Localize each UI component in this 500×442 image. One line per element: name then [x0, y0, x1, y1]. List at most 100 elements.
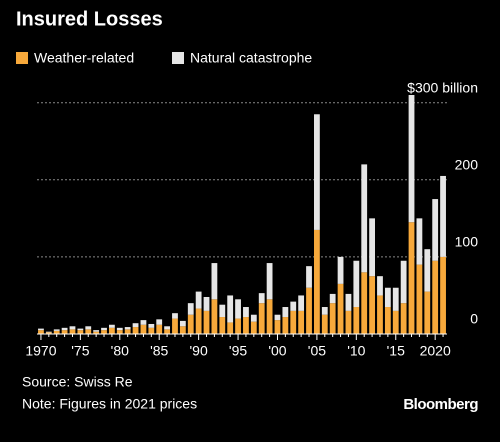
bar [61, 330, 68, 334]
bar [416, 218, 423, 265]
x-tick-label: '15 [387, 343, 405, 359]
bar [266, 263, 273, 300]
bar [227, 322, 234, 334]
bar [424, 249, 431, 292]
bar [432, 260, 439, 334]
bar [266, 299, 273, 334]
bar [408, 95, 415, 223]
bar [258, 303, 265, 334]
bar [440, 256, 446, 334]
bar [424, 291, 431, 334]
bar [243, 307, 249, 318]
bar [203, 296, 210, 311]
bar [345, 310, 352, 334]
bar [377, 295, 383, 334]
bar [392, 310, 399, 334]
bar [61, 327, 68, 331]
bar [361, 164, 368, 273]
bar [148, 323, 155, 328]
bar [132, 327, 139, 334]
bar [243, 317, 249, 334]
bar [195, 291, 202, 309]
bar [195, 308, 202, 334]
legend-label: Weather-related [34, 50, 134, 66]
bar [211, 263, 218, 300]
bar [85, 326, 92, 330]
bar [45, 331, 52, 333]
y-tick-label: 100 [455, 234, 479, 250]
x-tick-label: '10 [347, 343, 365, 359]
x-tick-label: '00 [268, 343, 286, 359]
bar [109, 324, 115, 328]
y-tick-label: $300 billion [407, 79, 478, 95]
bar [321, 314, 328, 334]
x-tick-label: 2020 [420, 343, 451, 359]
bar [250, 314, 257, 322]
bar [69, 326, 76, 330]
bar [93, 331, 100, 334]
bar [353, 260, 360, 308]
x-tick-label: '80 [111, 343, 129, 359]
legend-swatch [16, 52, 28, 64]
bar [172, 318, 178, 334]
bar [258, 293, 265, 304]
bar [53, 330, 60, 334]
bar [400, 260, 407, 304]
bar [85, 329, 92, 334]
bar [369, 218, 375, 277]
bar [179, 320, 186, 327]
bar [298, 295, 305, 311]
bar [53, 329, 60, 331]
bar [116, 327, 123, 331]
bar [172, 313, 178, 319]
bar [101, 330, 107, 334]
bar [321, 307, 328, 315]
bar [164, 329, 170, 334]
legend-label: Natural catastrophe [190, 50, 312, 66]
bar [337, 283, 344, 334]
bar [235, 299, 241, 319]
x-tick-label: '85 [150, 343, 168, 359]
bar [77, 330, 84, 334]
bar [314, 114, 320, 230]
y-tick-label: 0 [470, 311, 478, 327]
bar [69, 329, 76, 334]
note: Note: Figures in 2021 prices [22, 396, 197, 412]
bar [306, 266, 312, 288]
bar [314, 229, 320, 334]
bar [38, 328, 44, 331]
bar [290, 310, 297, 334]
x-tick-label: '90 [190, 343, 208, 359]
bar [306, 287, 312, 334]
bar [235, 318, 241, 334]
bar [124, 329, 131, 334]
bar [369, 276, 375, 334]
bar [345, 293, 352, 311]
bar [101, 327, 107, 331]
bar [124, 327, 131, 330]
bar [282, 317, 289, 334]
bar [164, 326, 170, 330]
brand: Bloomberg [403, 396, 478, 413]
x-tick-label: '05 [308, 343, 326, 359]
bar [187, 314, 194, 334]
bar [274, 320, 281, 334]
bar [408, 222, 415, 334]
bar [392, 287, 399, 311]
chart-title: Insured Losses [16, 8, 163, 30]
y-tick-label: 200 [455, 157, 479, 173]
bar [432, 199, 439, 261]
bar [156, 324, 163, 334]
bar [290, 301, 297, 311]
bar [250, 321, 257, 334]
bar [227, 295, 234, 323]
bar [179, 326, 186, 334]
bar [329, 293, 336, 304]
bar [156, 319, 163, 325]
bar [416, 264, 423, 334]
bar [187, 303, 194, 315]
bar [219, 317, 226, 334]
bar [132, 323, 139, 328]
bar [140, 324, 147, 334]
